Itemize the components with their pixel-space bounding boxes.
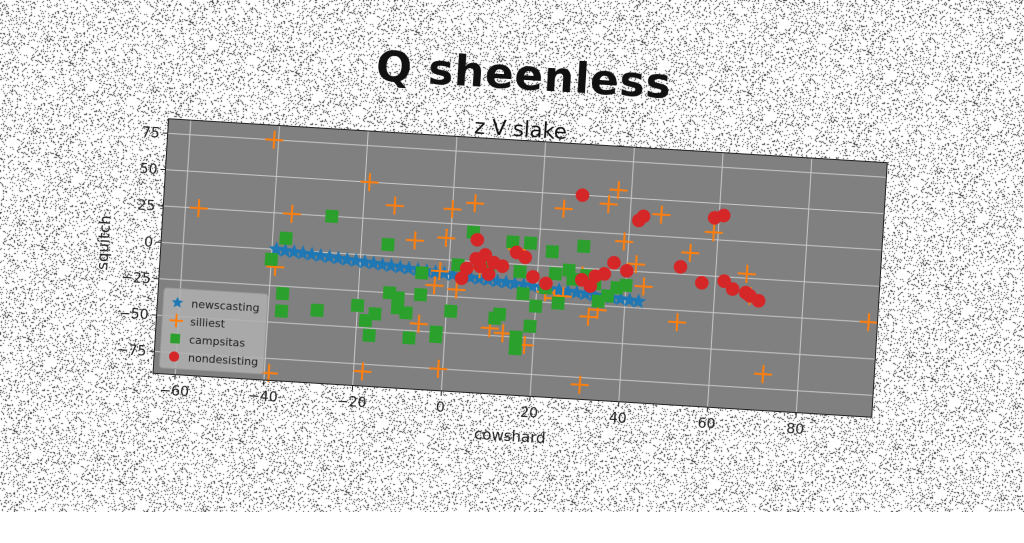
point-campsitas <box>325 210 339 224</box>
point-campsitas <box>414 288 428 302</box>
point-campsitas <box>276 287 290 301</box>
point-campsitas <box>402 331 416 345</box>
point-campsitas <box>619 279 633 293</box>
point-campsitas <box>493 307 507 321</box>
point-campsitas <box>415 266 429 280</box>
x-tick-label: 80 <box>786 421 805 438</box>
point-campsitas <box>444 304 458 318</box>
y-tick-label: 25 <box>137 197 156 214</box>
y-tick-label: −25 <box>121 269 151 287</box>
x-tick-label: −40 <box>248 388 278 406</box>
point-campsitas <box>368 307 382 321</box>
point-campsitas <box>549 267 563 281</box>
point-campsitas <box>523 319 537 333</box>
point-campsitas <box>265 253 279 267</box>
y-tick-label: 50 <box>139 161 158 178</box>
y-tick-label: −75 <box>116 342 146 360</box>
x-tick-label: 20 <box>520 405 539 422</box>
y-tick-label: 0 <box>144 234 154 251</box>
point-campsitas <box>275 304 289 318</box>
point-campsitas <box>362 329 376 343</box>
x-axis-label: cowshard <box>474 425 547 447</box>
y-axis-label: squitch <box>93 215 114 271</box>
point-campsitas <box>516 287 530 301</box>
point-campsitas <box>310 304 324 318</box>
legend-label: silliest <box>190 315 226 330</box>
point-campsitas <box>508 342 522 356</box>
y-tick-label: 75 <box>141 125 160 142</box>
point-campsitas <box>577 240 591 254</box>
x-tick-label: 40 <box>608 410 627 427</box>
point-campsitas <box>351 299 365 313</box>
legend-marker <box>170 333 180 343</box>
point-campsitas <box>524 236 538 250</box>
point-campsitas <box>513 265 527 279</box>
point-campsitas <box>279 232 293 246</box>
point-campsitas <box>399 306 413 320</box>
x-tick-label: 60 <box>697 416 716 433</box>
point-campsitas <box>429 325 443 339</box>
point-campsitas <box>381 238 395 252</box>
point-campsitas <box>509 330 523 344</box>
point-campsitas <box>551 296 565 310</box>
point-campsitas <box>546 245 560 259</box>
x-tick-label: 0 <box>435 400 445 417</box>
x-tick-label: −20 <box>336 394 366 412</box>
y-tick-label: −50 <box>119 306 149 324</box>
x-tick-label: −60 <box>159 383 189 401</box>
point-campsitas <box>529 299 543 313</box>
